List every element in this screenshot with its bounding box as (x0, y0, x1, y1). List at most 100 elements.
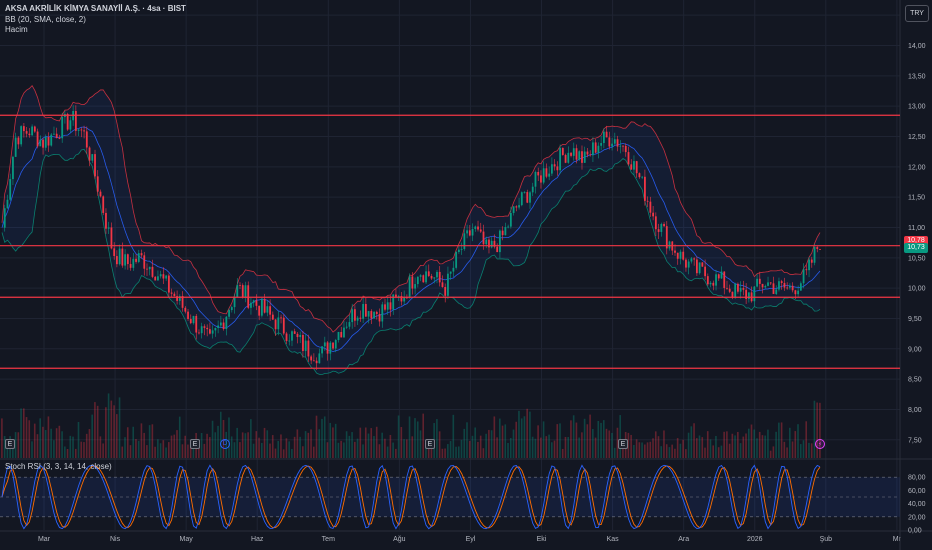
currency-button[interactable]: TRY (905, 5, 929, 22)
volume-bar (211, 420, 214, 458)
candle-body (129, 264, 132, 268)
candle-body (9, 179, 12, 200)
candle-body (187, 311, 189, 319)
volume-bar (154, 446, 156, 458)
candle-body (397, 295, 400, 297)
volume-bar (414, 418, 416, 458)
volume-bar (96, 405, 99, 458)
volume-bar (447, 444, 449, 458)
candle-body (433, 277, 436, 279)
candle-body (531, 186, 534, 193)
candle-body (140, 253, 143, 256)
volume-bar (244, 433, 247, 458)
stoch-tick-label: 80,00 (908, 475, 926, 482)
candle-body (318, 353, 321, 364)
volume-bar (561, 448, 564, 458)
volume-bar (444, 448, 446, 458)
candle-body (184, 307, 187, 312)
earnings-marker[interactable]: E (190, 439, 200, 449)
dividend-marker[interactable]: D (220, 439, 230, 449)
candle-body (474, 226, 477, 229)
split-marker[interactable]: ⚡ (815, 439, 825, 449)
candle-body (373, 311, 375, 319)
volume-bar (531, 436, 534, 458)
symbol-legend[interactable]: AKSA AKRİLİK KİMYA SANAYİİ A.Ş. · 4sa · … (5, 4, 186, 14)
volume-bar (627, 432, 630, 458)
volume-bar (288, 441, 290, 458)
candle-body (466, 230, 468, 234)
candle-body (644, 176, 646, 201)
candle-body (263, 298, 266, 313)
volume-legend[interactable]: Hacim (5, 25, 28, 34)
volume-bar (217, 425, 219, 458)
stoch-d-line (1, 465, 821, 529)
candle-body (734, 283, 737, 298)
volume-bar (121, 446, 124, 458)
volume-bar (165, 447, 167, 458)
earnings-marker[interactable]: E (618, 439, 628, 449)
candle-body (630, 164, 633, 170)
y-tick-label: 14,00 (908, 43, 926, 50)
volume-bar (488, 429, 490, 458)
candle-body (400, 295, 403, 302)
candle-body (47, 136, 50, 146)
volume-bar (816, 402, 818, 458)
candle-body (783, 282, 786, 288)
candle-body (463, 233, 466, 249)
bb-legend[interactable]: BB (20, SMA, close, 2) (5, 15, 86, 24)
volume-bar (285, 438, 288, 458)
volume-bar (94, 402, 96, 458)
stoch-legend[interactable]: Stoch RSI (3, 3, 14, 14, close) (5, 462, 112, 471)
candle-body (364, 303, 367, 317)
volume-bar (635, 439, 638, 458)
volume-bar (326, 442, 329, 458)
volume-bar (148, 425, 151, 458)
volume-bar (263, 427, 266, 458)
volume-bar (490, 430, 493, 458)
candle-body (602, 131, 605, 144)
volume-bar (693, 423, 695, 458)
volume-bar (375, 426, 378, 458)
volume-bar (373, 436, 375, 458)
earnings-marker[interactable]: E (425, 439, 435, 449)
candle-body (419, 275, 422, 277)
candle-body (679, 251, 682, 259)
volume-bar (293, 436, 296, 458)
candle-body (416, 276, 419, 285)
candle-body (389, 302, 392, 310)
volume-bar (575, 422, 578, 458)
volume-bar (668, 447, 671, 458)
candle-body (195, 315, 198, 333)
volume-bar (310, 429, 312, 458)
candle-body (789, 285, 791, 288)
candle-body (720, 271, 723, 279)
candle-body (769, 282, 772, 284)
volume-bar (592, 429, 594, 458)
volume-bar (25, 417, 28, 458)
candle-body (22, 126, 25, 132)
candle-body (345, 326, 348, 328)
candle-body (53, 133, 55, 135)
volume-bar (230, 436, 233, 458)
volume-bar (545, 436, 548, 458)
volume-bar (395, 448, 397, 458)
volume-bar (619, 415, 621, 458)
volume-bar (438, 431, 441, 458)
candle-body (334, 340, 337, 349)
candle-body (159, 274, 162, 277)
volume-bar (660, 446, 663, 458)
volume-bar (132, 426, 135, 458)
candle-body (690, 258, 693, 262)
volume-bar (33, 423, 36, 458)
volume-bar (203, 443, 206, 458)
candle-body (239, 285, 241, 286)
earnings-marker[interactable]: E (5, 439, 15, 449)
y-tick-label: 13,00 (908, 104, 926, 111)
volume-bar (758, 431, 761, 458)
volume-bar (520, 418, 523, 458)
volume-bar (159, 443, 162, 458)
volume-bar (312, 446, 315, 458)
candle-body (652, 212, 655, 217)
